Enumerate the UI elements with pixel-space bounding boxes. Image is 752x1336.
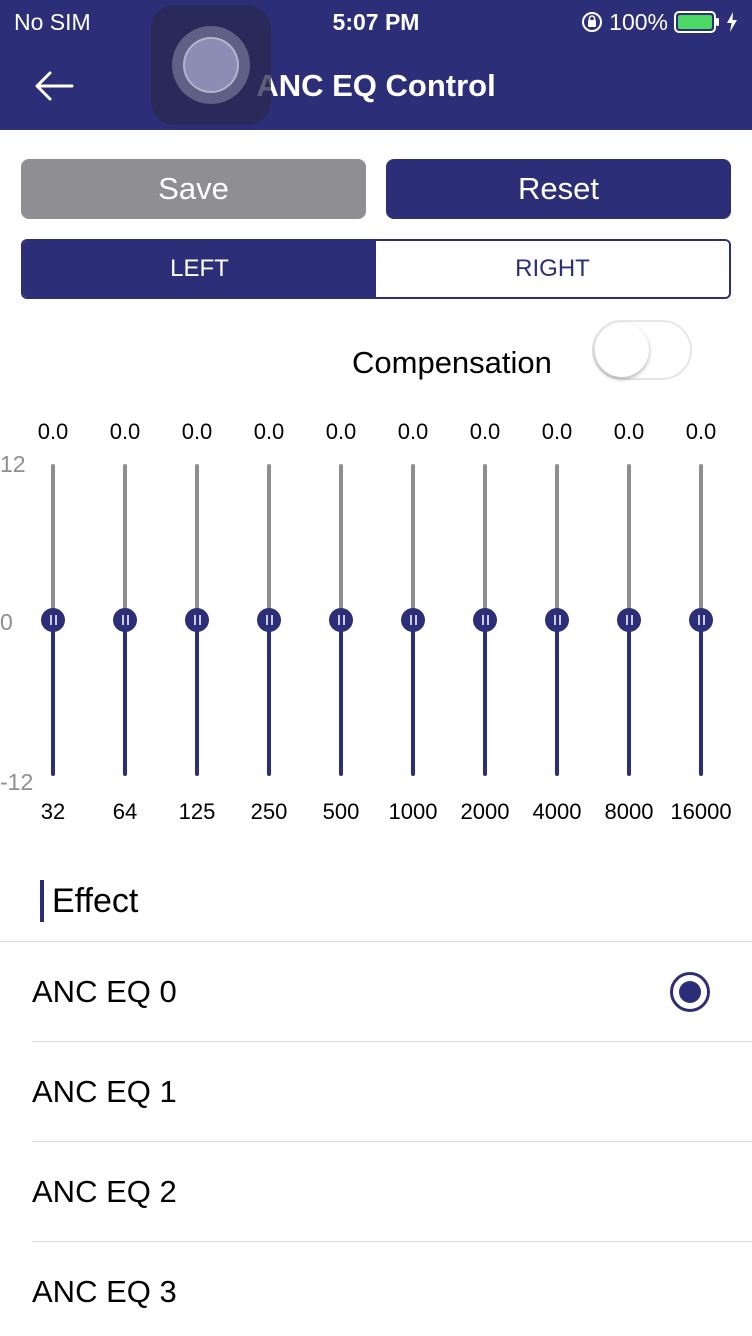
- eq-band: 0.0 1000: [383, 400, 443, 830]
- eq-band-slider-knob[interactable]: [185, 608, 209, 632]
- eq-band-gain: 0.0: [325, 419, 357, 444]
- eq-band-gain: 0.0: [181, 419, 213, 444]
- effect-item-label: ANC EQ 1: [32, 1074, 177, 1109]
- compensation-label: Compensation: [352, 345, 552, 380]
- eq-band: 0.0 2000: [455, 400, 515, 830]
- axis-max-label: 12: [0, 451, 26, 477]
- effect-item[interactable]: ANC EQ 1: [0, 1042, 752, 1142]
- back-button[interactable]: [30, 62, 78, 110]
- effect-item[interactable]: ANC EQ 3: [0, 1242, 752, 1336]
- eq-band-gain: 0.0: [613, 419, 645, 444]
- effect-item-label: ANC EQ 0: [32, 974, 177, 1009]
- effect-heading: Effect: [40, 880, 138, 922]
- status-time: 5:07 PM: [332, 9, 420, 35]
- assistive-touch-button[interactable]: [151, 5, 271, 125]
- eq-band: 0.0 32: [23, 400, 83, 830]
- segment-left[interactable]: LEFT: [23, 241, 376, 297]
- eq-band: 0.0 8000: [599, 400, 659, 830]
- battery-percent: 100%: [609, 9, 668, 35]
- eq-band-gain: 0.0: [541, 419, 573, 444]
- channel-segmented-control: LEFT RIGHT: [21, 239, 731, 299]
- axis-mid-label: 0: [0, 609, 13, 635]
- eq-band-slider-knob[interactable]: [473, 608, 497, 632]
- eq-band-slider-knob[interactable]: [113, 608, 137, 632]
- nav-header: No SIM 5:07 PM 100% ANC EQ Control: [0, 0, 752, 130]
- axis-min-label: -12: [0, 769, 34, 795]
- eq-band-slider-knob[interactable]: [257, 608, 281, 632]
- effect-list: ANC EQ 0 ANC EQ 1 ANC EQ 2 ANC EQ 3: [0, 941, 752, 1336]
- bolt-icon: [727, 12, 737, 32]
- eq-band-frequency: 2000: [460, 799, 510, 824]
- eq-band-slider-knob[interactable]: [329, 608, 353, 632]
- row-separator: [32, 1141, 752, 1142]
- eq-band: 0.0 16000: [670, 400, 731, 830]
- compensation-toggle[interactable]: [592, 320, 692, 380]
- eq-band: 0.0 64: [95, 400, 155, 830]
- toggle-knob: [595, 323, 649, 377]
- status-carrier: No SIM: [14, 9, 91, 35]
- reset-button[interactable]: Reset: [386, 159, 731, 219]
- battery-icon: [674, 11, 719, 33]
- eq-band: 0.0 125: [167, 400, 227, 830]
- eq-band-frequency: 125: [178, 799, 216, 824]
- assistive-touch-dot: [183, 37, 239, 93]
- eq-band-frequency: 4000: [532, 799, 582, 824]
- eq-band-slider-knob[interactable]: [545, 608, 569, 632]
- eq-band-frequency: 16000: [670, 799, 732, 824]
- equalizer: 12 0 -12 0.0 32 0.0 64 0.0 125 0.0 250 0.0 500 0.0…: [0, 400, 752, 840]
- save-button[interactable]: Save: [21, 159, 366, 219]
- row-separator: [32, 1041, 752, 1042]
- eq-band-frequency: 32: [40, 799, 66, 824]
- effect-item-label: ANC EQ 3: [32, 1274, 177, 1309]
- eq-band-frequency: 64: [112, 799, 138, 824]
- orientation-lock-icon: [582, 12, 603, 32]
- eq-band-slider-knob[interactable]: [689, 608, 713, 632]
- segment-right[interactable]: RIGHT: [376, 241, 729, 297]
- eq-band-slider-knob[interactable]: [617, 608, 641, 632]
- eq-band-frequency: 500: [322, 799, 360, 824]
- eq-band: 0.0 4000: [527, 400, 587, 830]
- row-separator: [32, 1241, 752, 1242]
- eq-band-gain: 0.0: [109, 419, 141, 444]
- effect-item[interactable]: ANC EQ 0: [0, 942, 752, 1042]
- page-title: ANC EQ Control: [256, 68, 496, 103]
- eq-band-gain: 0.0: [469, 419, 501, 444]
- effect-item-label: ANC EQ 2: [32, 1174, 177, 1209]
- eq-band: 0.0 250: [239, 400, 299, 830]
- eq-band-frequency: 250: [250, 799, 288, 824]
- eq-band-gain: 0.0: [37, 419, 69, 444]
- eq-band-slider-knob[interactable]: [401, 608, 425, 632]
- eq-band: 0.0 500: [311, 400, 371, 830]
- effect-item[interactable]: ANC EQ 2: [0, 1142, 752, 1242]
- eq-band-frequency: 8000: [604, 799, 654, 824]
- status-right: 100%: [581, 8, 738, 36]
- arrow-left-icon: [35, 71, 74, 101]
- eq-band-gain: 0.0: [397, 419, 429, 444]
- eq-band-gain: 0.0: [253, 419, 285, 444]
- eq-band-slider-knob[interactable]: [41, 608, 65, 632]
- selected-radio-icon[interactable]: [670, 972, 710, 1012]
- eq-band-gain: 0.0: [685, 419, 717, 444]
- radio-dot: [679, 981, 701, 1003]
- eq-band-frequency: 1000: [388, 799, 438, 824]
